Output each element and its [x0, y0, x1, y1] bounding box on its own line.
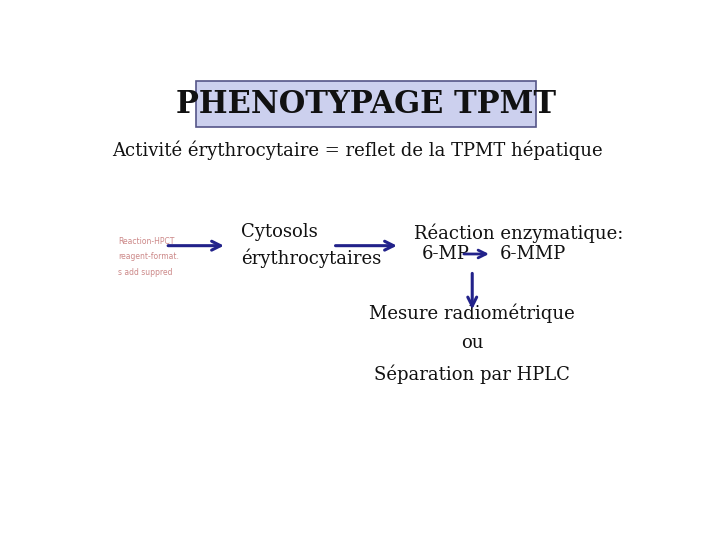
Text: Reaction-HPCT: Reaction-HPCT [118, 237, 174, 246]
Text: Mesure radiométrique
ou
Séparation par HPLC: Mesure radiométrique ou Séparation par H… [369, 303, 575, 384]
FancyArrowPatch shape [168, 241, 220, 250]
Text: s add suppred: s add suppred [118, 268, 172, 277]
FancyArrowPatch shape [468, 273, 477, 306]
Text: 6-MMP: 6-MMP [500, 245, 567, 263]
Text: reagent-format.: reagent-format. [118, 252, 179, 261]
Text: Réaction enzymatique:: Réaction enzymatique: [413, 224, 623, 243]
FancyArrowPatch shape [336, 241, 394, 250]
FancyBboxPatch shape [196, 82, 536, 127]
Text: Activité érythrocytaire = reflet de la TPMT hépatique: Activité érythrocytaire = reflet de la T… [112, 140, 603, 160]
FancyArrowPatch shape [464, 250, 486, 258]
Text: Cytosols
érythrocytaires: Cytosols érythrocytaires [240, 223, 381, 268]
Text: PHENOTYPAGE TPMT: PHENOTYPAGE TPMT [176, 89, 557, 120]
Text: 6-MP: 6-MP [422, 245, 470, 263]
